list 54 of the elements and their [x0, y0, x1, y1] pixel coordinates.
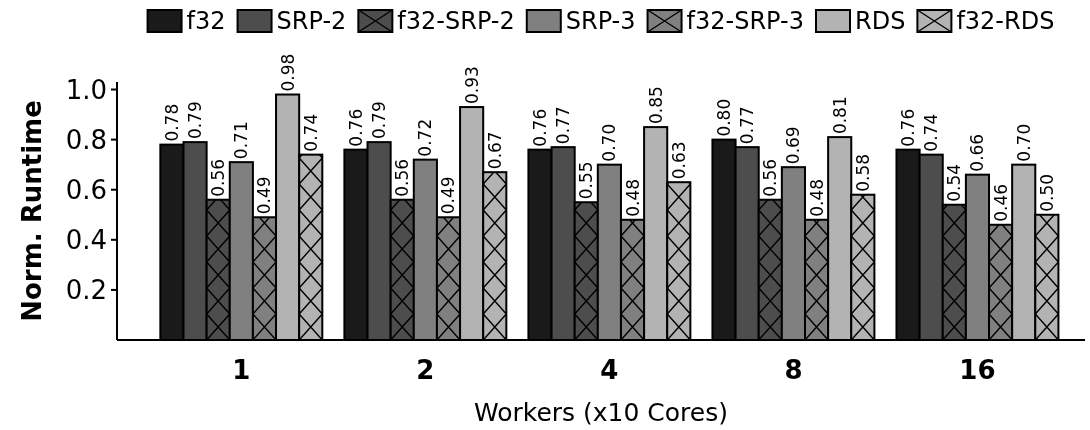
data-label: 0.50	[1036, 173, 1057, 212]
data-label: 0.71	[231, 121, 252, 160]
data-label: 0.46	[990, 183, 1011, 222]
data-label: 0.76	[529, 108, 550, 147]
data-label: 0.56	[392, 158, 413, 197]
y-tick-label: 0.8	[65, 124, 107, 155]
data-label: 0.80	[714, 98, 735, 137]
data-label: 0.67	[484, 131, 505, 170]
legend-label: SRP-3	[565, 7, 636, 35]
y-tick-label: 0.6	[65, 174, 107, 205]
data-label: 0.48	[806, 178, 827, 217]
legend-label: f32-SRP-3	[686, 7, 804, 35]
data-label: 0.76	[898, 108, 919, 147]
x-tick-label: 4	[600, 355, 619, 385]
data-label: 0.77	[553, 106, 574, 145]
data-label: 0.58	[852, 153, 873, 192]
data-label: 0.85	[645, 86, 666, 125]
y-axis-title: Norm. Runtime	[17, 100, 47, 322]
data-label: 0.79	[185, 101, 206, 140]
x-tick-label: 2	[416, 355, 435, 385]
data-label: 0.56	[760, 158, 781, 197]
data-label: 0.74	[300, 113, 321, 152]
y-tick-label: 1.0	[65, 74, 107, 105]
data-label: 0.49	[254, 176, 275, 215]
data-label: 0.48	[622, 178, 643, 217]
x-tick-label: 16	[959, 355, 996, 385]
data-label: 0.69	[783, 126, 804, 165]
y-tick-label: 0.2	[65, 274, 107, 305]
legend-label: SRP-2	[276, 7, 347, 35]
data-label: 0.70	[599, 123, 620, 162]
legend-label: RDS	[855, 7, 906, 35]
x-tick-label: 8	[784, 355, 803, 385]
y-tick-label: 0.4	[65, 224, 107, 255]
data-label: 0.54	[944, 163, 965, 202]
legend-label: f32-RDS	[956, 7, 1055, 35]
data-label: 0.78	[161, 103, 182, 142]
data-label: 0.55	[576, 161, 597, 200]
data-label: 0.49	[438, 176, 459, 215]
data-label: 0.98	[277, 53, 298, 92]
legend-label: f32-SRP-2	[397, 7, 515, 35]
data-label: 0.77	[737, 106, 758, 145]
legend-label: f32	[186, 7, 226, 35]
data-label: 0.72	[415, 118, 436, 157]
data-label: 0.63	[668, 141, 689, 180]
data-label: 0.93	[461, 66, 482, 105]
x-axis-title: Workers (x10 Cores)	[474, 397, 728, 427]
data-label: 0.81	[829, 96, 850, 135]
data-label: 0.66	[967, 133, 988, 172]
data-label: 0.79	[369, 101, 390, 140]
data-label: 0.74	[921, 113, 942, 152]
data-label: 0.76	[345, 108, 366, 147]
data-label: 0.56	[208, 158, 229, 197]
data-label: 0.70	[1013, 123, 1034, 162]
x-tick-label: 1	[232, 355, 251, 385]
